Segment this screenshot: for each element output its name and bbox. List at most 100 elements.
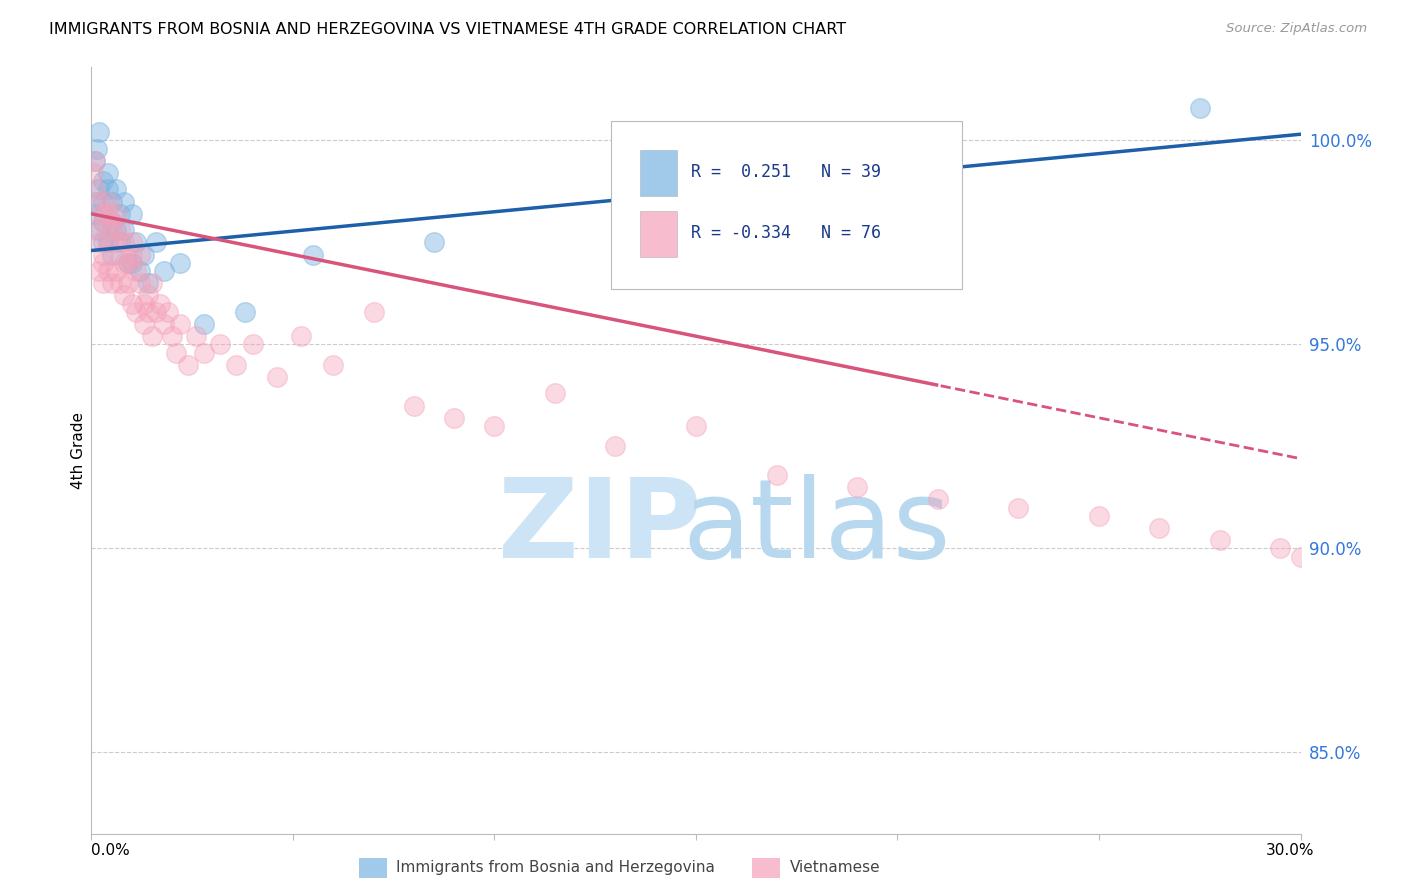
Point bbox=[117, 256, 139, 270]
Text: Source: ZipAtlas.com: Source: ZipAtlas.com bbox=[1226, 22, 1367, 36]
Point bbox=[290, 329, 312, 343]
Point bbox=[93, 235, 115, 250]
Point bbox=[153, 264, 176, 278]
Point bbox=[165, 345, 187, 359]
Point bbox=[128, 276, 150, 290]
Point bbox=[624, 174, 647, 188]
Point bbox=[84, 194, 107, 209]
Point bbox=[86, 141, 108, 155]
Point bbox=[108, 207, 131, 221]
Point bbox=[104, 264, 127, 278]
Point bbox=[112, 223, 135, 237]
Y-axis label: 4th Grade: 4th Grade bbox=[70, 412, 86, 489]
Point bbox=[193, 345, 215, 359]
Point bbox=[89, 194, 111, 209]
Point bbox=[100, 223, 122, 237]
Point bbox=[484, 419, 506, 434]
Point bbox=[1007, 500, 1029, 515]
Text: ZIP: ZIP bbox=[498, 474, 702, 581]
Point bbox=[136, 304, 159, 318]
Point bbox=[1289, 549, 1312, 564]
Point bbox=[96, 182, 118, 196]
Point bbox=[82, 166, 104, 180]
Point bbox=[209, 337, 232, 351]
Point bbox=[544, 386, 567, 401]
Point bbox=[89, 125, 111, 139]
Point bbox=[145, 235, 167, 250]
Text: 30.0%: 30.0% bbox=[1267, 843, 1315, 858]
Point bbox=[93, 276, 115, 290]
Point bbox=[93, 174, 115, 188]
Point bbox=[443, 410, 465, 425]
Point bbox=[927, 492, 949, 507]
Text: Vietnamese: Vietnamese bbox=[790, 861, 880, 875]
Point bbox=[125, 264, 148, 278]
Point bbox=[108, 247, 131, 261]
Point bbox=[121, 235, 143, 250]
Point bbox=[1209, 533, 1232, 548]
Point bbox=[104, 235, 127, 250]
Point bbox=[100, 247, 122, 261]
Point bbox=[193, 317, 215, 331]
Point bbox=[96, 207, 118, 221]
Text: atlas: atlas bbox=[683, 474, 950, 581]
Point bbox=[1088, 508, 1111, 523]
Point bbox=[121, 247, 143, 261]
Point bbox=[302, 247, 325, 261]
Point bbox=[125, 304, 148, 318]
Point bbox=[112, 194, 135, 209]
Point bbox=[93, 194, 115, 209]
Point bbox=[1149, 521, 1171, 535]
Point bbox=[84, 153, 107, 168]
Point bbox=[117, 256, 139, 270]
Point bbox=[93, 215, 115, 229]
FancyBboxPatch shape bbox=[640, 211, 676, 257]
Point bbox=[685, 419, 707, 434]
Point bbox=[225, 358, 247, 372]
Point bbox=[153, 317, 176, 331]
Point bbox=[177, 358, 200, 372]
Point bbox=[108, 235, 131, 250]
Point bbox=[89, 235, 111, 250]
Point bbox=[108, 223, 131, 237]
Point bbox=[605, 439, 627, 453]
Point bbox=[100, 194, 122, 209]
Point bbox=[242, 337, 264, 351]
Point bbox=[402, 399, 425, 413]
Point bbox=[108, 276, 131, 290]
Point bbox=[89, 264, 111, 278]
Point bbox=[121, 207, 143, 221]
Point bbox=[169, 256, 191, 270]
Point bbox=[160, 329, 183, 343]
Point bbox=[1309, 562, 1331, 576]
Point bbox=[266, 370, 288, 384]
Point bbox=[104, 207, 127, 221]
Point bbox=[84, 182, 107, 196]
Point bbox=[233, 304, 256, 318]
Point bbox=[145, 304, 167, 318]
FancyBboxPatch shape bbox=[640, 150, 676, 195]
Point bbox=[89, 182, 111, 196]
Point bbox=[322, 358, 344, 372]
Point bbox=[96, 264, 118, 278]
Point bbox=[104, 223, 127, 237]
Point bbox=[132, 317, 155, 331]
Text: Immigrants from Bosnia and Herzegovina: Immigrants from Bosnia and Herzegovina bbox=[396, 861, 716, 875]
Point bbox=[112, 235, 135, 250]
Point bbox=[104, 182, 127, 196]
Point bbox=[846, 480, 869, 494]
Text: R = -0.334   N = 76: R = -0.334 N = 76 bbox=[692, 225, 882, 243]
Point bbox=[93, 256, 115, 270]
Point bbox=[141, 329, 163, 343]
Point bbox=[93, 207, 115, 221]
Point bbox=[112, 256, 135, 270]
Point bbox=[84, 153, 107, 168]
Point bbox=[121, 256, 143, 270]
Point bbox=[125, 235, 148, 250]
Point bbox=[96, 194, 118, 209]
Point bbox=[100, 215, 122, 229]
Text: IMMIGRANTS FROM BOSNIA AND HERZEGOVINA VS VIETNAMESE 4TH GRADE CORRELATION CHART: IMMIGRANTS FROM BOSNIA AND HERZEGOVINA V… bbox=[49, 22, 846, 37]
Point bbox=[132, 296, 155, 310]
Text: 0.0%: 0.0% bbox=[91, 843, 131, 858]
Point bbox=[1270, 541, 1292, 556]
